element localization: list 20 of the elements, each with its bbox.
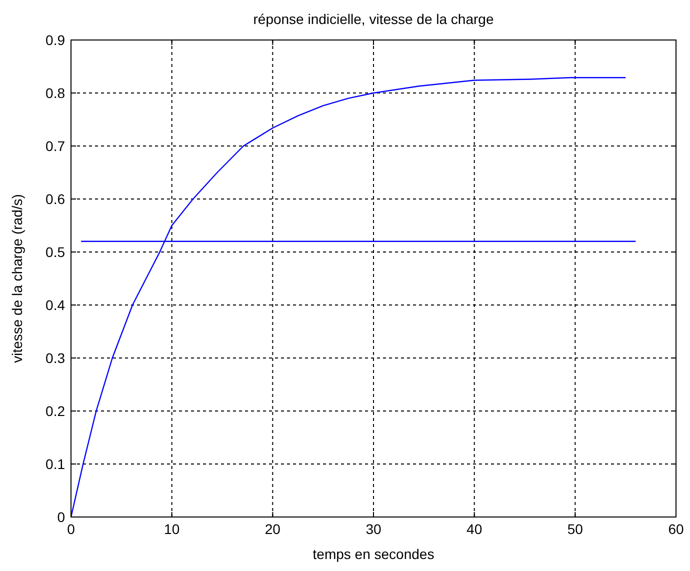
y-tick-label: 0.7 [46,138,66,154]
x-tick-label: 10 [164,521,180,537]
x-axis-title: temps en secondes [312,546,434,562]
y-tick-label: 0.3 [46,350,66,366]
y-tick-label: 0.6 [46,190,66,207]
x-tick-label: 0 [67,521,76,537]
x-tick-label: 30 [366,521,382,537]
y-tick-label: 0 [57,508,66,525]
y-tick-label: 0.4 [46,296,66,313]
x-tick-label: 50 [567,521,584,537]
x-tick-label: 40 [466,521,482,537]
chart-title: réponse indicielle, vitesse de la charge [253,11,494,27]
y-tick-label: 0.9 [46,32,66,48]
y-axis-title: vitesse de la charge (rad/s) [9,194,25,363]
y-tick-label: 0.2 [46,402,66,419]
y-tick-label: 0.5 [46,244,66,260]
x-tick-label: 60 [668,521,684,537]
y-tick-label: 0.1 [46,456,66,472]
x-tick-label: 20 [264,521,281,537]
y-tick-label: 0.8 [46,84,66,101]
